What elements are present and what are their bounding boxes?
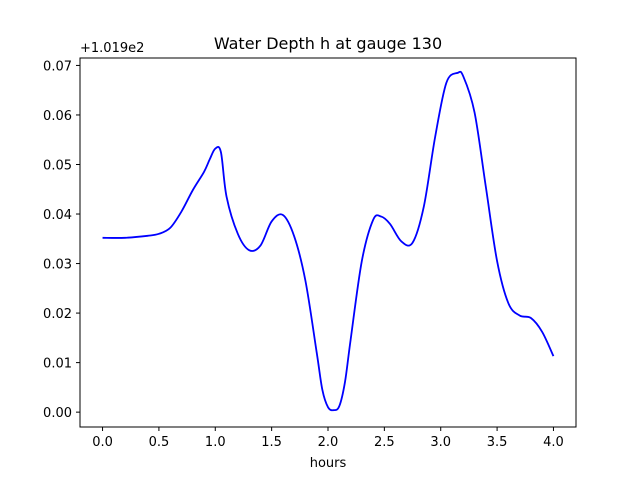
y-tick-label: 0.01 xyxy=(43,357,72,372)
axes-frame xyxy=(79,57,577,428)
y-tick-label: 0.06 xyxy=(43,109,72,124)
y-tick-label: 0.04 xyxy=(43,208,72,223)
chart-title: Water Depth h at gauge 130 xyxy=(214,34,442,53)
x-tick-label: 3.0 xyxy=(430,435,451,450)
y-tick-label: 0.07 xyxy=(43,59,72,74)
x-tick-label: 2.0 xyxy=(318,435,339,450)
y-offset-label: +1.019e2 xyxy=(80,41,144,56)
y-tick-label: 0.02 xyxy=(43,307,72,322)
x-tick-label: 3.5 xyxy=(487,435,508,450)
x-tick-label: 4.0 xyxy=(543,435,564,450)
y-tick-label: 0.03 xyxy=(43,258,72,273)
y-tick-label: 0.00 xyxy=(43,406,72,421)
x-tick-label: 0.5 xyxy=(149,435,170,450)
x-tick-label: 1.0 xyxy=(205,435,226,450)
x-tick-label: 2.5 xyxy=(374,435,395,450)
y-tick-label: 0.05 xyxy=(43,158,72,173)
x-axis-label: hours xyxy=(310,456,347,471)
plot-area xyxy=(102,70,555,412)
x-tick-label: 0.0 xyxy=(92,435,113,450)
x-tick-label: 1.5 xyxy=(261,435,282,450)
series-line xyxy=(102,70,555,412)
axis-ticks: 0.0 0.5 1.0 1.5 2.0 2.5 3.0 3.5 4.0 0.00 0.01 0.02 0… xyxy=(43,59,564,450)
